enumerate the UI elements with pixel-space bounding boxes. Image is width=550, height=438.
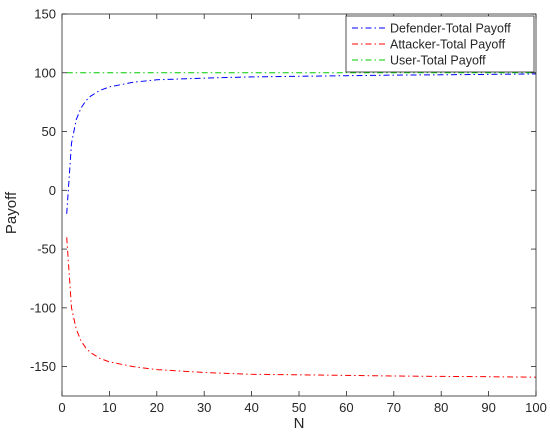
y-tick-label: 0: [49, 183, 56, 198]
legend-label-1: Defender-Total Payoff: [390, 22, 511, 36]
y-tick-label: -150: [30, 359, 56, 374]
x-tick-label: 50: [292, 400, 306, 415]
x-tick-label: 90: [481, 400, 495, 415]
y-tick-label: 50: [42, 124, 56, 139]
y-tick-label: -100: [30, 300, 56, 315]
series-layer: [66, 72, 537, 378]
x-tick-label: 0: [58, 400, 65, 415]
legend-box: [345, 15, 535, 73]
legend-label-2: Attacker-Total Payoff: [390, 38, 506, 52]
x-tick-label: 100: [525, 400, 547, 415]
x-tick-label: 30: [197, 400, 211, 415]
x-axis-label: N: [294, 415, 305, 432]
x-tick-label: 60: [339, 400, 353, 415]
y-axis-label: Payoff: [3, 191, 20, 234]
y-tick-label: 150: [34, 7, 56, 22]
y-tick-label: 100: [34, 65, 56, 80]
x-tick-label: 10: [102, 400, 116, 415]
legend-label-3: User-Total Payoff: [390, 54, 486, 68]
x-tick-label: 80: [434, 400, 448, 415]
series-line-1: [66, 73, 537, 214]
y-tick-label: -50: [37, 242, 56, 257]
x-tick-label: 40: [244, 400, 258, 415]
x-tick-label: 20: [150, 400, 164, 415]
x-tick-label: 70: [387, 400, 401, 415]
plot-area: [62, 14, 536, 396]
legend: Defender-Total Payoff Attacker-Total Payo…: [345, 15, 535, 73]
axes-layer: 0 10 20 30 40 50 60 70 80 90 100 -150 -100 -50 0 50 100 1…: [30, 7, 547, 416]
series-line-2: [66, 237, 537, 378]
